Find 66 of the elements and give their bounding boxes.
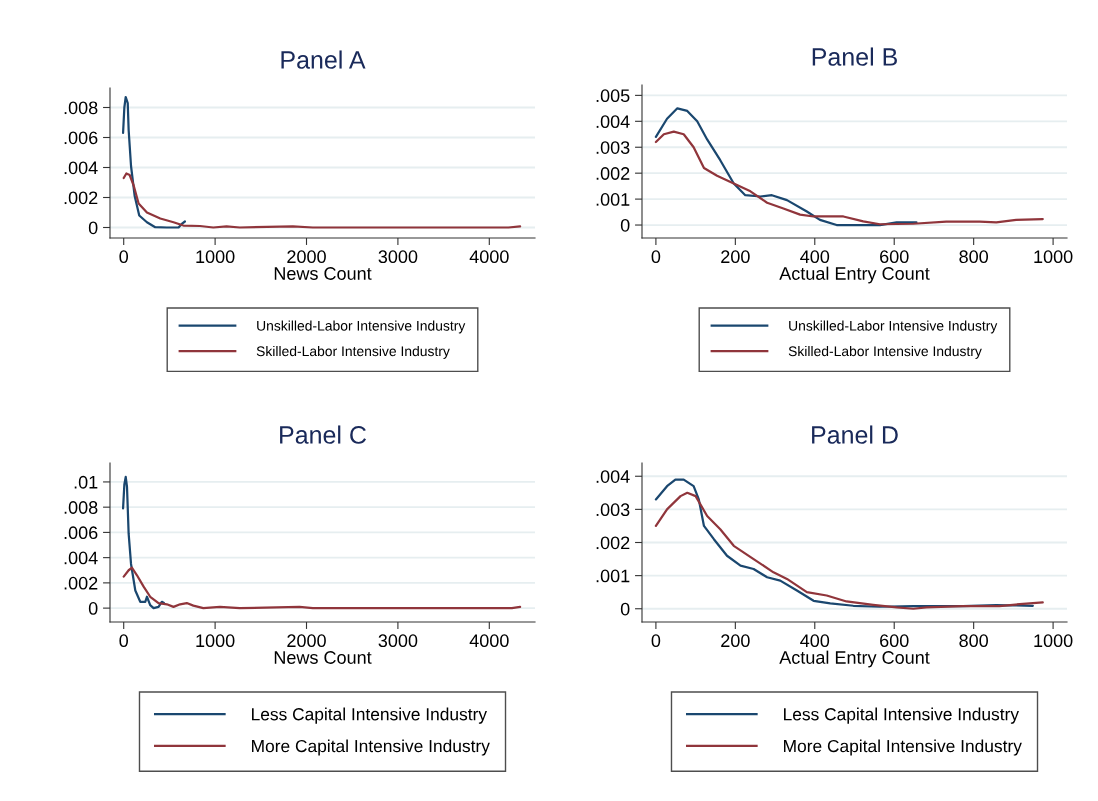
x-tick-label: 1000 (1034, 250, 1073, 264)
chart-title: Panel B (812, 47, 897, 66)
x-axis-title: Actual Entry Count (779, 650, 930, 668)
y-tick-label: .006 (64, 131, 98, 145)
x-tick-label: 200 (721, 634, 750, 648)
x-axis-title: News Count (274, 651, 372, 664)
y-tick-label: .004 (596, 115, 630, 129)
y-tick-label: .008 (64, 501, 98, 514)
y-tick-label: .006 (64, 526, 98, 540)
x-tick-label: 400 (800, 250, 830, 264)
y-tick-label: .005 (596, 89, 630, 103)
y-tick-label: 0 (88, 221, 98, 235)
legend-label: Less Capital Intensive Industry (784, 707, 1019, 724)
x-tick-label: 0 (651, 250, 661, 264)
y-tick-label: .001 (596, 569, 630, 583)
x-tick-label: 2000 (287, 634, 326, 648)
line-series (121, 95, 187, 229)
legend-label: More Capital Intensive Industry (784, 739, 1022, 756)
line-series (121, 475, 166, 610)
chart-title: Panel A (281, 50, 366, 69)
x-tick-label: 0 (119, 250, 129, 264)
x-tick-label: 4000 (469, 250, 509, 264)
y-tick-label: 0 (620, 218, 630, 232)
y-tick-label: .001 (596, 193, 630, 206)
legend-label: Skilled-Labor Intensive Industry (256, 345, 450, 359)
legend-label: More Capital Intensive Industry (252, 739, 490, 756)
x-tick-label: 0 (119, 634, 129, 648)
x-tick-label: 600 (880, 250, 909, 264)
y-tick-label: .002 (64, 576, 98, 590)
legend-label: Unskilled-Labor Intensive Industry (257, 320, 466, 334)
chart-title: Panel D (812, 425, 898, 444)
chart-title: Panel C (280, 425, 367, 444)
y-tick-label: .002 (64, 191, 98, 205)
line-series (654, 107, 918, 227)
x-tick-label: 1000 (1034, 634, 1073, 648)
x-axis-title: Actual Entry Count (779, 266, 930, 284)
y-tick-label: 0 (88, 602, 98, 615)
x-tick-label: 800 (959, 250, 989, 264)
y-tick-label: .008 (64, 101, 98, 115)
x-tick-label: 0 (651, 634, 661, 648)
line-series (122, 172, 522, 229)
x-tick-label: 3000 (378, 634, 418, 648)
y-tick-label: .003 (596, 503, 630, 517)
x-tick-label: 1000 (196, 250, 235, 264)
y-tick-label: .002 (596, 167, 630, 180)
y-tick-label: .004 (64, 551, 98, 565)
x-tick-label: 800 (959, 634, 989, 648)
x-tick-label: 200 (721, 250, 750, 264)
y-tick-label: .002 (596, 536, 630, 550)
line-series (122, 566, 522, 610)
x-tick-label: 3000 (378, 250, 418, 264)
y-tick-label: 0 (620, 602, 630, 616)
legend-label: Skilled-Labor Intensive Industry (788, 345, 982, 359)
legend-label: Less Capital Intensive Industry (252, 707, 487, 724)
x-tick-label: 400 (800, 634, 830, 648)
y-tick-label: .01 (74, 475, 98, 489)
x-tick-label: 600 (880, 634, 909, 648)
y-tick-label: .003 (596, 141, 630, 154)
x-tick-label: 4000 (469, 634, 509, 648)
x-axis-title: News Count (274, 267, 372, 280)
legend-label: Unskilled-Labor Intensive Industry (789, 320, 998, 334)
x-tick-label: 1000 (196, 634, 235, 648)
x-tick-label: 2000 (287, 250, 326, 264)
y-tick-label: .004 (596, 470, 630, 483)
line-series (654, 130, 1044, 226)
y-tick-label: .004 (64, 161, 98, 175)
